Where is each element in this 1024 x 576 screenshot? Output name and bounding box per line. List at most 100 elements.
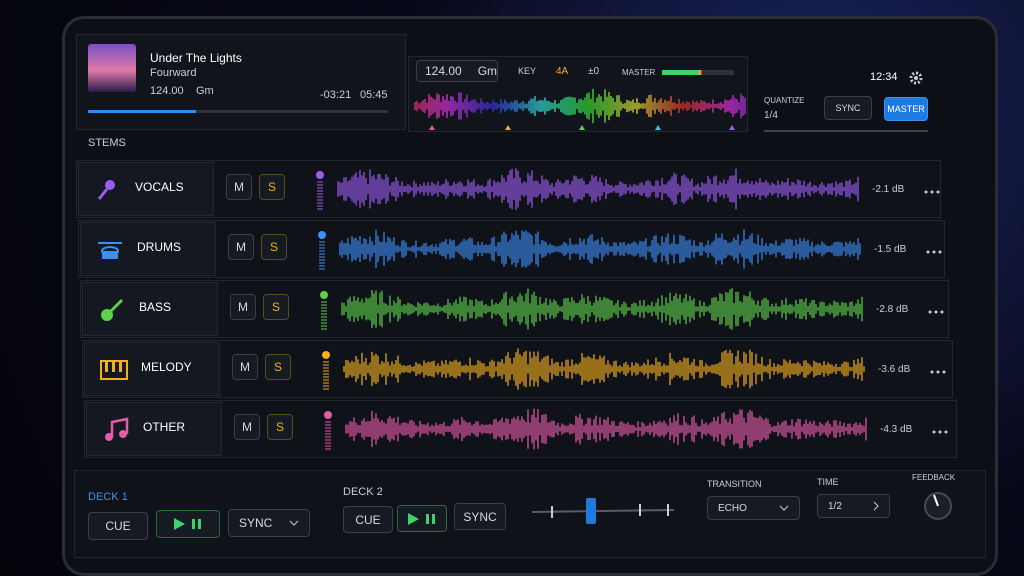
stem-icon [101, 298, 124, 321]
transition-select[interactable]: ECHO [707, 496, 800, 520]
quantize-label: QUANTIZE [764, 96, 805, 105]
bpm-box[interactable]: 124.00 Gm [416, 60, 498, 82]
stem-gain: -4.3 dB [880, 424, 913, 435]
track-bpm: 124.00 [150, 85, 184, 97]
dot [938, 430, 942, 434]
stem-waveform [345, 408, 867, 450]
progress-fill [88, 110, 196, 113]
fader-knob [324, 411, 332, 419]
stem-gain: -3.6 dB [878, 364, 911, 375]
stem-waveform [337, 168, 859, 210]
stem-fader[interactable] [319, 290, 329, 330]
transition-label: TRANSITION [707, 479, 762, 489]
mute-button[interactable]: M [232, 354, 258, 380]
deck2-cue[interactable]: CUE [343, 506, 393, 533]
stem-fader[interactable] [315, 170, 325, 210]
cue-marker [729, 125, 735, 130]
stems-header: STEMS [88, 137, 126, 149]
feedback-knob[interactable] [920, 488, 956, 524]
clock: 12:34 [870, 71, 898, 83]
key-label: KEY [518, 66, 537, 76]
stem-name: BASS [139, 300, 172, 314]
progress-track [88, 110, 388, 113]
stem-fader[interactable] [321, 350, 331, 390]
stem-icon [98, 242, 122, 259]
quantize-value[interactable]: 1/4 [764, 110, 778, 121]
stem-icon [97, 180, 115, 200]
more-button[interactable] [925, 249, 943, 255]
track-artist: Fourward [150, 67, 197, 79]
sync-text: SYNC [239, 516, 273, 530]
deck2-play[interactable] [397, 505, 447, 532]
deck1-sync[interactable]: SYNC [228, 509, 310, 537]
time-value: 1/2 [828, 500, 842, 512]
time-label: TIME [817, 477, 839, 487]
cue-marker [429, 125, 435, 130]
chevron [779, 505, 789, 511]
stem-name-cell [78, 162, 214, 216]
cue-marker [579, 125, 585, 130]
chevron [873, 501, 879, 511]
deck2-sync[interactable]: SYNC [454, 503, 506, 530]
key: Gm [477, 64, 498, 78]
deck2-label: DECK 2 [343, 486, 383, 498]
overview-waveform [414, 88, 746, 130]
stem-waveform [339, 229, 861, 269]
stem-fader[interactable] [323, 410, 333, 450]
mute-button[interactable]: M [234, 414, 260, 440]
cue-marker [505, 125, 511, 130]
dot [934, 310, 938, 314]
master-label: MASTER [622, 68, 656, 77]
time-remaining: -03:21 [320, 89, 352, 101]
dot [940, 310, 944, 314]
mute-button[interactable]: M [230, 294, 256, 320]
transition-value: ECHO [718, 502, 747, 514]
time-total: 05:45 [360, 89, 388, 101]
quantize-slider[interactable] [764, 130, 928, 132]
bpm: 124.00 [425, 64, 462, 78]
stem-name-cell [82, 282, 218, 336]
solo-button[interactable]: S [265, 354, 291, 380]
stem-name-cell [86, 402, 222, 456]
play-pause-icon [174, 518, 201, 530]
play-pause-icon [408, 512, 435, 525]
stem-name: MELODY [141, 360, 192, 374]
mute-button[interactable]: M [226, 174, 252, 200]
dot [942, 370, 946, 374]
more-button[interactable] [923, 189, 941, 195]
time-select[interactable]: 1/2 [817, 494, 890, 518]
fader-knob [318, 231, 326, 239]
solo-button[interactable]: S [261, 234, 287, 260]
deck1-label: DECK 1 [88, 491, 128, 503]
dot [924, 190, 928, 194]
dot [936, 190, 940, 194]
track-key: Gm [196, 85, 214, 97]
fader-knob [322, 351, 330, 359]
deck1-cue[interactable]: CUE [88, 512, 148, 540]
more-button[interactable] [929, 369, 947, 375]
mute-button[interactable]: M [228, 234, 254, 260]
dot [938, 250, 942, 254]
dot [932, 430, 936, 434]
more-button[interactable] [931, 429, 949, 435]
dot [926, 250, 930, 254]
fader-knob [320, 291, 328, 299]
more-button[interactable] [927, 309, 945, 315]
solo-button[interactable]: S [267, 414, 293, 440]
dot [936, 370, 940, 374]
solo-button[interactable]: S [259, 174, 285, 200]
deck1-play[interactable] [156, 510, 220, 538]
track-title: Under The Lights [150, 51, 242, 65]
crossfader[interactable] [528, 494, 678, 528]
stem-fader[interactable] [317, 230, 327, 270]
dot [944, 430, 948, 434]
settings-icon[interactable] [908, 70, 924, 86]
dot [928, 310, 932, 314]
dot [930, 370, 934, 374]
sync-button[interactable]: SYNC [824, 96, 872, 120]
stem-waveform [341, 288, 863, 330]
stem-icon [100, 360, 128, 380]
stem-gain: -1.5 dB [874, 244, 907, 255]
master-button[interactable]: MASTER [884, 97, 928, 121]
solo-button[interactable]: S [263, 294, 289, 320]
